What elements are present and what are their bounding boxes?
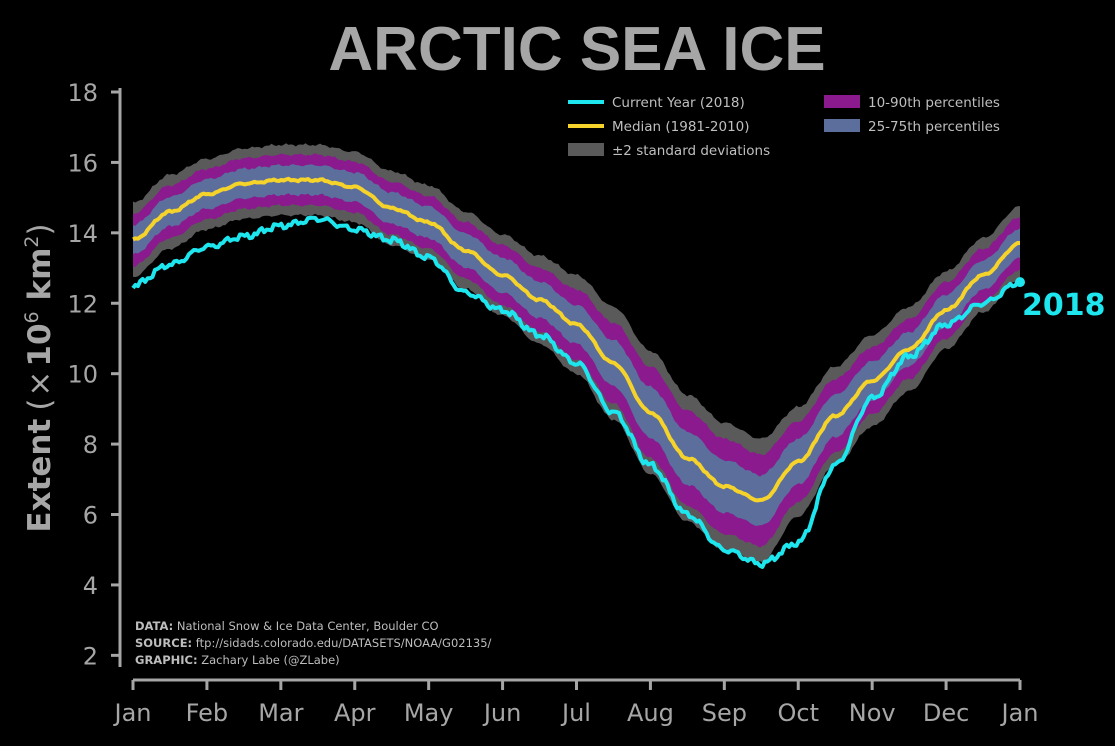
y-tick-label: 16: [67, 149, 98, 177]
y-tick-label: 2: [83, 642, 98, 670]
x-tick-label: Mar: [258, 699, 303, 727]
end-year-label: 2018: [1022, 288, 1106, 323]
credit-graphic-value: Zachary Labe (@ZLabe): [198, 653, 340, 667]
x-tick-label: Apr: [334, 699, 376, 727]
y-tick-label: 18: [67, 79, 98, 107]
y-axis-ticks: 2 4 6 8 10 12 14 16 18: [67, 79, 120, 670]
y-axis-label-base: 10: [22, 323, 58, 366]
legend-label-current: Current Year (2018): [612, 95, 745, 111]
plot-area: [131, 143, 1025, 569]
y-tick-label: 4: [83, 572, 98, 600]
legend-label-std: ±2 standard deviations: [612, 143, 770, 159]
y-tick-label: 12: [67, 290, 98, 318]
x-tick-label: Dec: [923, 699, 969, 727]
x-tick-label: May: [404, 699, 454, 727]
legend-label-p10-90: 10-90th percentiles: [868, 95, 1000, 111]
x-tick-label: Feb: [186, 699, 229, 727]
current-end-marker: [1015, 277, 1025, 288]
legend: Current Year (2018) Median (1981-2010) ±…: [568, 95, 1000, 159]
legend-label-median: Median (1981-2010): [612, 119, 750, 135]
legend-swatch-std: [568, 143, 604, 156]
x-tick-label: Oct: [778, 699, 820, 727]
credit-data: DATA: National Snow & Ice Data Center, B…: [135, 619, 439, 633]
y-axis-label-main: Extent: [22, 418, 58, 532]
y-axis-label-exp1: 6: [21, 311, 43, 323]
y-tick-label: 6: [83, 502, 98, 530]
credit-graphic-key: GRAPHIC:: [135, 653, 198, 667]
y-axis-label-times: ×: [22, 371, 58, 397]
credit-source: SOURCE: ftp://sidads.colorado.edu/DATASE…: [135, 636, 492, 650]
y-tick-label: 14: [67, 220, 98, 248]
legend-label-p25-75: 25-75th percentiles: [868, 119, 1000, 135]
y-axis-label-close: ): [22, 223, 58, 235]
x-axis-ticks: Jan Feb Mar Apr May Jun Jul Aug Sep Oct Nov Dec Jan: [113, 680, 1039, 727]
x-tick-label: Nov: [849, 699, 896, 727]
series-line-current: [131, 215, 1021, 569]
y-tick-label: 8: [83, 431, 98, 459]
y-axis-label-exp2: 2: [21, 236, 43, 248]
x-tick-label: Sep: [702, 699, 747, 727]
y-tick-label: 10: [67, 361, 98, 389]
credits: DATA: National Snow & Ice Data Center, B…: [135, 619, 492, 667]
x-tick-label: Aug: [627, 699, 674, 727]
credit-source-value: ftp://sidads.colorado.edu/DATASETS/NOAA/…: [192, 636, 491, 650]
x-tick-label: Jan: [1000, 699, 1039, 727]
y-axis-label-open: (: [22, 399, 58, 411]
credit-data-value: National Snow & Ice Data Center, Boulder…: [173, 619, 438, 633]
legend-swatch-p10-90: [824, 95, 860, 108]
credit-source-key: SOURCE:: [135, 636, 192, 650]
y-axis-label: Extent ( × 106 km2): [21, 223, 58, 532]
credit-graphic: GRAPHIC: Zachary Labe (@ZLabe): [135, 653, 340, 667]
legend-swatch-p25-75: [824, 119, 860, 132]
credit-data-key: DATA:: [135, 619, 173, 633]
x-tick-label: Jul: [560, 699, 591, 727]
series-line-median: [132, 176, 1020, 503]
x-tick-label: Jun: [482, 699, 522, 727]
y-axis-label-unit: km: [22, 248, 58, 312]
band-25-75th: [133, 164, 1020, 526]
x-tick-label: Jan: [113, 699, 152, 727]
chart-title: ARCTIC SEA ICE: [328, 15, 825, 84]
